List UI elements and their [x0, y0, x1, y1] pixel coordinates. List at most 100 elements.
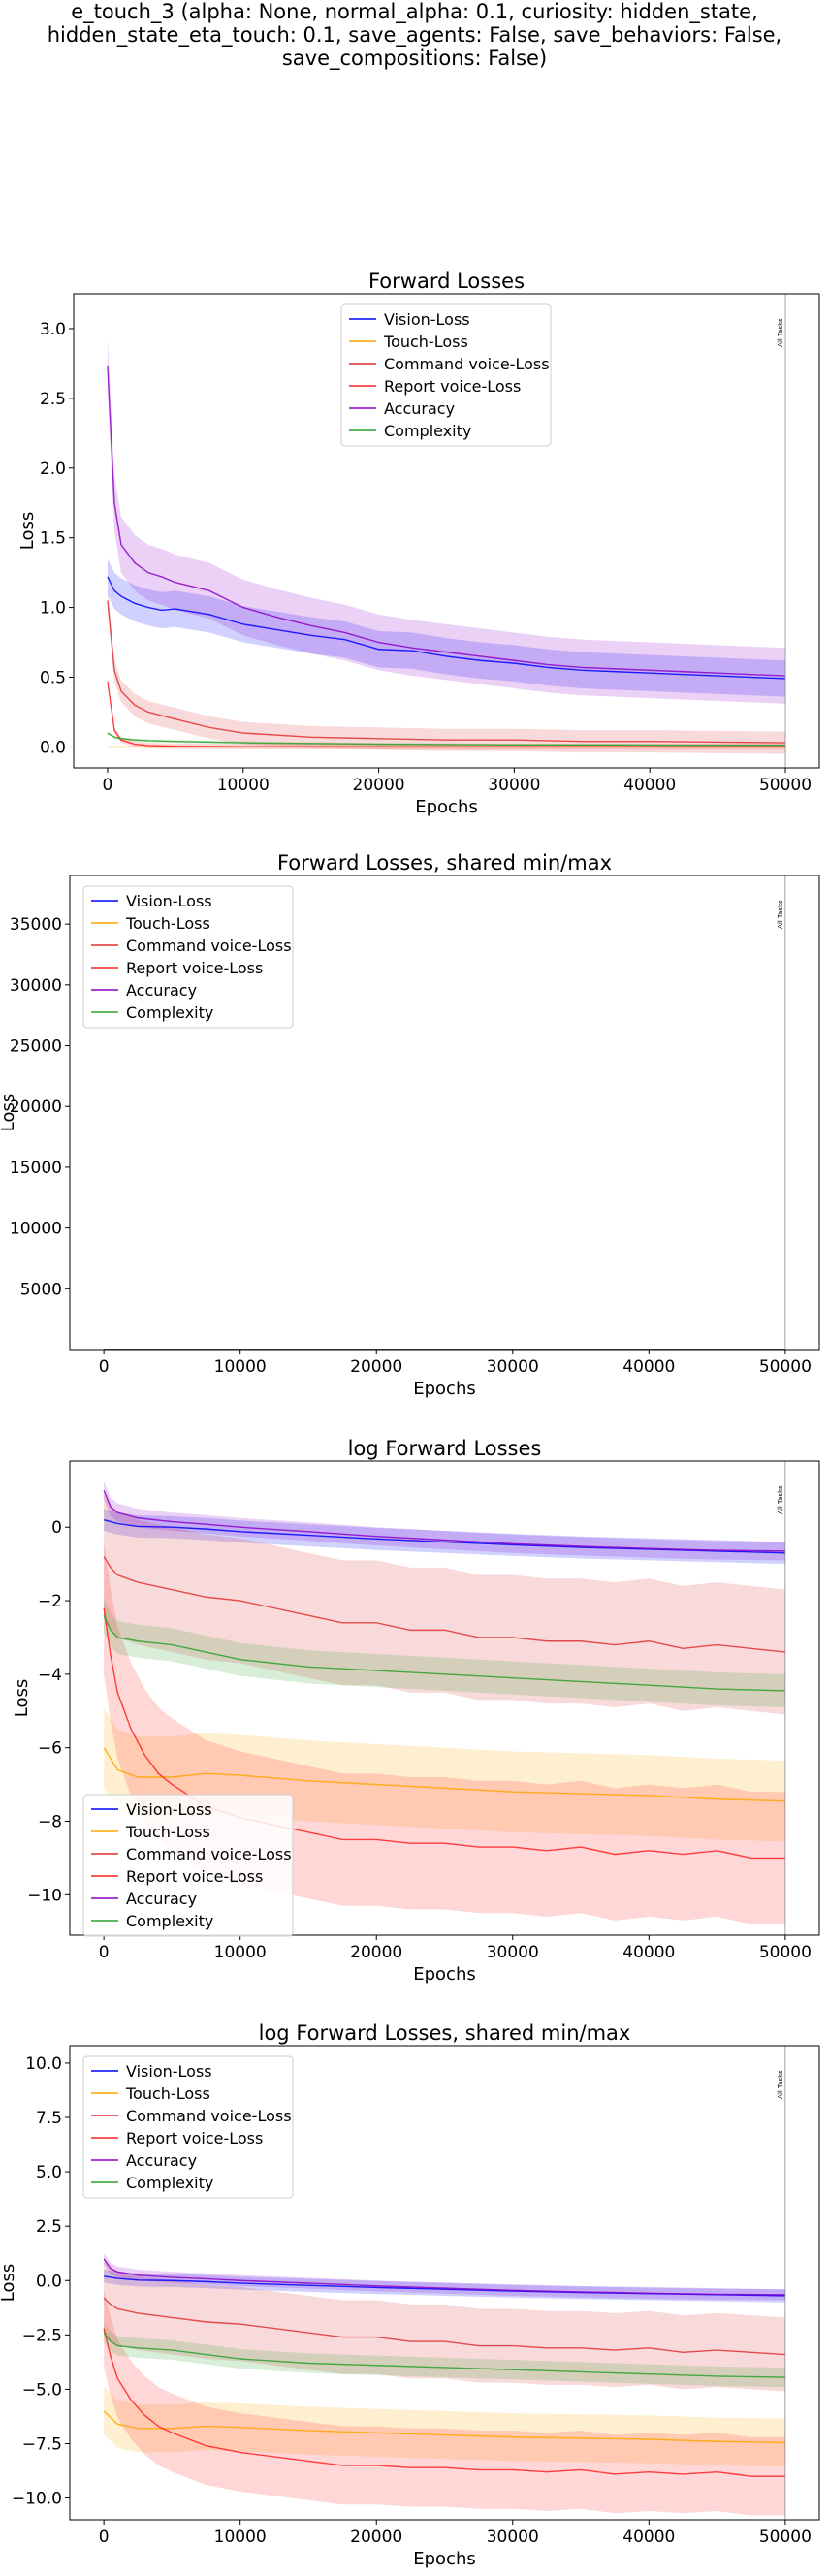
x-tick-label: 30000 [487, 2528, 539, 2547]
chart-title: Forward Losses, shared min/max [277, 851, 612, 875]
legend-label-vision-loss: Vision-Loss [126, 2062, 212, 2081]
axes-frame [69, 1460, 820, 1936]
y-tick-label: −4 [38, 1666, 62, 1685]
plot-area [107, 338, 786, 754]
y-tick-label: 10000 [10, 1220, 62, 1239]
axes-frame [73, 293, 820, 769]
series-line-vision-loss [103, 1518, 785, 1554]
all-tasks-label: All Tasks [777, 900, 784, 929]
legend-label-complexity: Complexity [126, 2174, 213, 2192]
legend: Vision-Loss Touch-Loss Command voice-Loss R… [340, 303, 552, 447]
series-band-touch-loss [104, 2387, 785, 2467]
x-tick-label: 50000 [759, 2528, 812, 2547]
series-line-vision-loss [107, 576, 786, 680]
y-tick-label: 0 [51, 1518, 62, 1538]
series-band-command-voice-loss [104, 2261, 785, 2392]
series-band-accuracy [107, 338, 786, 704]
series-band-complexity [104, 1599, 785, 1707]
y-tick-label: 30000 [10, 976, 62, 996]
legend-label-report-voice-loss: Report voice-Loss [126, 959, 263, 977]
x-tick-label: 50000 [759, 776, 812, 795]
series-band-complexity [104, 2322, 785, 2388]
x-axis-label: Epochs [413, 2549, 476, 2569]
y-tick-label: 0.0 [40, 738, 66, 757]
legend-label-vision-loss: Vision-Loss [126, 1800, 212, 1819]
x-tick-label: 30000 [488, 776, 540, 795]
suptitle-line-3: save_compositions: False) [281, 47, 548, 70]
x-tick-label: 0 [99, 2528, 110, 2547]
legend-label-complexity: Complexity [384, 422, 471, 440]
y-tick-label: 35000 [10, 915, 62, 935]
chart-log-forward-losses-shared: log Forward Losses, shared min/max All Ta… [0, 2021, 820, 2569]
series-line-report-voice-loss [103, 2328, 785, 2477]
legend-label-touch-loss: Touch-Loss [383, 333, 468, 351]
x-tick-label: 30000 [487, 1943, 539, 1962]
x-tick-label: 10000 [214, 1943, 267, 1962]
x-axis-label: Epochs [413, 1379, 476, 1399]
legend-label-accuracy: Accuracy [126, 1890, 197, 1908]
x-tick-label: 30000 [487, 1357, 539, 1377]
legend-label-complexity: Complexity [126, 1912, 213, 1930]
y-tick-label: 0.5 [40, 669, 66, 688]
series-line-report-voice-loss [103, 1607, 785, 1860]
y-tick-label: 1.0 [40, 599, 66, 619]
legend-box [82, 1794, 294, 1937]
y-tick-label: 2.0 [40, 460, 66, 479]
x-tick-label: 40000 [623, 776, 676, 795]
all-tasks-label: All Tasks [777, 1485, 784, 1514]
x-tick-label: 40000 [622, 2528, 675, 2547]
series-line-complexity [103, 2332, 785, 2378]
legend-label-command-voice-loss: Command voice-Loss [384, 355, 550, 373]
x-tick-label: 40000 [622, 1943, 675, 1962]
suptitle-line-2: hidden_state_eta_touch: 0.1, save_agents… [47, 23, 782, 47]
series-band-command-voice-loss [104, 1494, 785, 1715]
x-tick-label: 10000 [214, 2528, 267, 2547]
axes-frame [69, 2045, 820, 2521]
figure-suptitle: e_touch_3 (alpha: None, normal_alpha: 0.… [0, 0, 829, 70]
series-line-command-voice-loss [107, 600, 786, 744]
chart-title: log Forward Losses, shared min/max [259, 2021, 631, 2045]
chart-title: log Forward Losses [348, 1437, 542, 1460]
y-tick-label: −10.0 [12, 2490, 62, 2509]
legend: Vision-Loss Touch-Loss Command voice-Loss R… [82, 1794, 294, 1937]
chart-log-forward-losses: log Forward Losses All Tasks 0 10000 20000 30… [12, 1437, 820, 1985]
chart-title: Forward Losses [368, 270, 525, 293]
legend-label-vision-loss: Vision-Loss [384, 310, 470, 329]
y-tick-label: −2.5 [22, 2326, 62, 2345]
y-tick-label: −5.0 [22, 2380, 62, 2400]
series-line-complexity [107, 732, 786, 747]
x-axis-label: Epochs [415, 797, 478, 817]
legend-label-command-voice-loss: Command voice-Loss [126, 937, 292, 955]
legend-label-complexity: Complexity [126, 1003, 213, 1022]
series-band-vision-loss [104, 1509, 785, 1565]
series-band-accuracy [104, 1480, 785, 1561]
legend-label-accuracy: Accuracy [126, 981, 197, 1000]
x-tick-label: 0 [99, 1943, 110, 1962]
series-line-accuracy [103, 2258, 785, 2296]
legend-label-accuracy: Accuracy [384, 399, 455, 418]
x-tick-label: 20000 [353, 776, 405, 795]
y-tick-label: 7.5 [36, 2109, 62, 2128]
legend: Vision-Loss Touch-Loss Command voice-Loss R… [82, 885, 294, 1029]
series-line-accuracy [107, 366, 786, 677]
x-tick-label: 20000 [350, 1943, 402, 1962]
legend-label-touch-loss: Touch-Loss [125, 914, 210, 933]
series-line-touch-loss [103, 1747, 785, 1802]
y-tick-label: 0.0 [36, 2272, 62, 2291]
x-axis-label: Epochs [413, 1964, 476, 1985]
y-axis-label: Loss [0, 1094, 18, 1131]
y-tick-label: 1.5 [40, 529, 66, 549]
y-tick-label: 3.0 [40, 320, 66, 339]
x-tick-label: 50000 [759, 1943, 812, 1962]
legend-label-accuracy: Accuracy [126, 2151, 197, 2170]
x-tick-label: 40000 [622, 1357, 675, 1377]
series-band-vision-loss [107, 558, 786, 697]
legend-label-report-voice-loss: Report voice-Loss [126, 2129, 263, 2147]
x-tick-label: 20000 [350, 1357, 402, 1377]
legend-box [340, 303, 552, 447]
axes-frame [69, 875, 820, 1351]
y-tick-label: −10 [27, 1886, 62, 1905]
chart-forward-losses-shared: Forward Losses, shared min/max All Tasks 0… [0, 851, 820, 1399]
legend-box [82, 885, 294, 1029]
all-tasks-label: All Tasks [777, 318, 784, 347]
